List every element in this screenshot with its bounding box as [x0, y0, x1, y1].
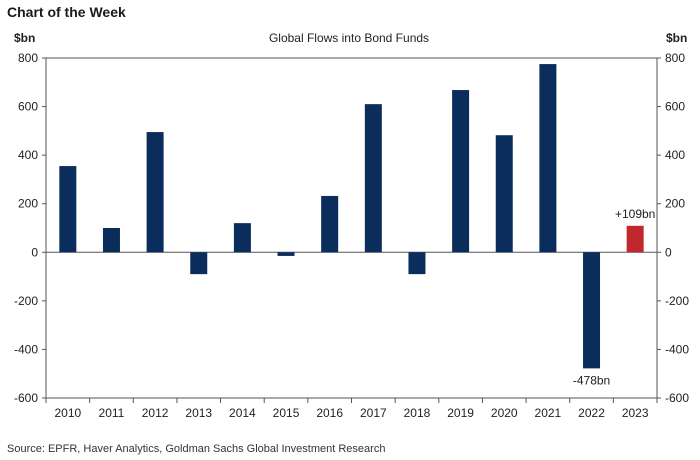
x-tick-label: 2010 — [54, 406, 81, 420]
chart-title: Global Flows into Bond Funds — [269, 31, 429, 45]
bar-2020 — [495, 135, 513, 253]
bar-2010 — [59, 166, 77, 253]
bar-2018 — [408, 252, 426, 275]
bar-2013 — [190, 252, 208, 275]
x-tick-label: 2013 — [185, 406, 212, 420]
bar-2023 — [626, 225, 644, 253]
page-title: Chart of the Week — [7, 4, 126, 20]
x-tick-label: 2023 — [622, 406, 649, 420]
x-tick-label: 2011 — [99, 406, 125, 420]
y-tick-label-right: 0 — [665, 245, 672, 259]
y-tick-label-left: 200 — [18, 197, 38, 211]
bar-2016 — [321, 195, 339, 253]
data-label-2022: -478bn — [573, 373, 610, 387]
y-axis-left-unit: $bn — [14, 31, 35, 45]
x-tick-label: 2022 — [578, 406, 605, 420]
x-tick-label: 2021 — [535, 406, 562, 420]
x-tick-label: 2020 — [491, 406, 518, 420]
y-tick-label-left: 400 — [18, 148, 38, 162]
y-tick-label-right: 800 — [665, 51, 685, 65]
data-label-2023: +109bn — [615, 207, 655, 221]
bar-2014 — [233, 223, 251, 253]
x-tick-label: 2017 — [360, 406, 387, 420]
y-tick-label-left: 800 — [18, 51, 38, 65]
x-tick-label: 2016 — [316, 406, 343, 420]
bar-2022 — [583, 252, 601, 369]
x-tick-label: 2019 — [447, 406, 474, 420]
bar-2017 — [364, 104, 382, 253]
x-tick-label: 2015 — [273, 406, 300, 420]
bar-2019 — [452, 90, 470, 253]
x-tick-label: 2018 — [404, 406, 431, 420]
y-tick-label-left: -400 — [14, 342, 38, 356]
bar-2012 — [146, 132, 164, 253]
bar-2011 — [102, 228, 120, 253]
y-tick-label-right: -400 — [665, 342, 689, 356]
source-note: Source: EPFR, Haver Analytics, Goldman S… — [7, 443, 386, 455]
y-tick-label-right: 200 — [665, 197, 685, 211]
x-tick-label: 2012 — [142, 406, 169, 420]
plot-frame — [45, 57, 658, 399]
y-tick-label-right: 400 — [665, 148, 685, 162]
y-tick-label-left: -200 — [14, 294, 38, 308]
bar-2021 — [539, 64, 557, 253]
bar-2015 — [277, 252, 295, 256]
y-tick-label-left: 0 — [31, 245, 38, 259]
plot-area: 800 800 600 600 400 400 200 200 0 0 -200 -200 -400 -4… — [14, 51, 689, 420]
y-tick-label-right: -600 — [665, 391, 689, 405]
y-tick-label-left: 600 — [18, 100, 38, 114]
bar-chart: Global Flows into Bond Funds $bn $bn 800… — [14, 31, 689, 420]
x-tick-label: 2014 — [229, 406, 256, 420]
y-tick-label-left: -600 — [14, 391, 38, 405]
y-tick-label-right: 600 — [665, 100, 685, 114]
y-axis-right-unit: $bn — [666, 31, 687, 45]
y-tick-label-right: -200 — [665, 294, 689, 308]
